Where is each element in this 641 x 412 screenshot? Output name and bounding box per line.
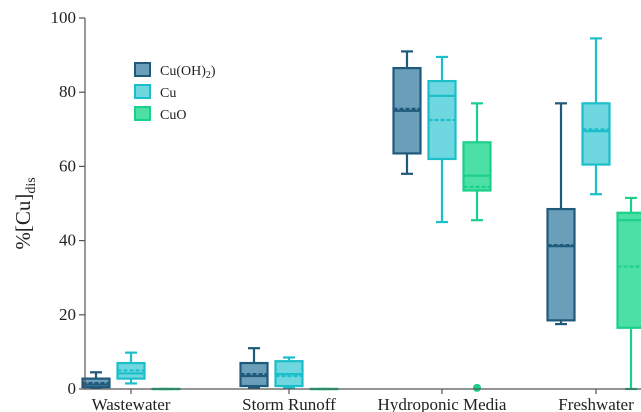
box-iqr — [462, 141, 492, 192]
legend-label-close: ) — [211, 64, 216, 79]
box-1-3 — [581, 37, 611, 196]
legend-label-main: Cu — [160, 86, 176, 101]
axes: 0 20 40 60 80 100 %[Cu]dis Wastewater Storm Runo… — [11, 8, 641, 412]
box-1-2 — [427, 55, 457, 224]
box-1-1 — [274, 356, 304, 389]
box-iqr — [616, 211, 641, 329]
y-axis-title: %[Cu]dis — [11, 177, 39, 249]
y-tick-label: 100 — [51, 8, 77, 27]
x-category-label: Wastewater — [92, 395, 171, 412]
legend-swatch — [134, 84, 151, 99]
box-iqr — [581, 102, 611, 166]
legend-label: Cu — [160, 86, 176, 101]
box-1-0 — [116, 351, 146, 385]
y-tick-label: 80 — [59, 82, 76, 101]
y-axis-title-main: %[Cu] — [11, 194, 35, 250]
legend: Cu(OH)2) Cu CuO — [134, 62, 216, 123]
legend-label-main: CuO — [160, 108, 186, 123]
x-category-label: Freshwater — [558, 395, 634, 412]
y-tick-label: 60 — [59, 156, 76, 175]
outlier-point — [473, 383, 481, 392]
y-axis-title-subscript: dis — [24, 177, 39, 193]
x-category-label: Hydroponic Media — [378, 395, 507, 412]
box-0-2 — [392, 50, 422, 175]
box-iqr — [546, 207, 576, 322]
legend-swatch — [134, 62, 151, 77]
legend-swatch — [134, 106, 151, 121]
box-2-3 — [616, 196, 641, 391]
box-0-3 — [546, 102, 576, 326]
legend-label: CuO — [160, 108, 186, 123]
plot-marks — [81, 37, 641, 392]
box-2-2 — [462, 102, 492, 392]
legend-label-main: Cu(OH) — [160, 64, 206, 79]
box-0-0 — [81, 371, 111, 389]
legend-label: Cu(OH)2) — [160, 64, 216, 81]
y-tick-label: 20 — [59, 305, 76, 324]
x-category-label: Storm Runoff — [242, 395, 336, 412]
y-tick-label: 0 — [68, 379, 77, 398]
legend-label-subscript: 2 — [206, 70, 211, 81]
box-0-1 — [239, 347, 269, 389]
y-tick-label: 40 — [59, 231, 76, 250]
